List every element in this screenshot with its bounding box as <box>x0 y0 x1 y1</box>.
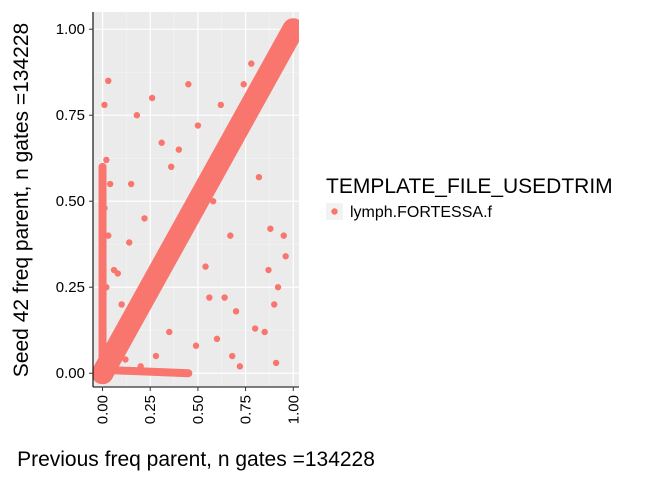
data-point <box>213 335 221 343</box>
data-point <box>105 77 112 85</box>
data-point <box>194 122 202 129</box>
data-point <box>114 270 121 277</box>
x-tick-label: 0.00 <box>95 395 112 424</box>
data-point <box>267 225 274 232</box>
data-point <box>248 60 255 67</box>
y-tick-label: 0.50 <box>56 193 85 210</box>
data-point <box>221 294 228 301</box>
y-tick-label: 0.25 <box>56 279 85 296</box>
data-point <box>192 342 200 349</box>
data-point <box>122 356 129 363</box>
data-point <box>209 198 217 205</box>
y-axis-title: Seed 42 freq parent, n gates =134228 <box>10 23 33 377</box>
axes <box>92 12 299 388</box>
data-point <box>229 352 236 360</box>
legend-entry-label: lymph.FORTESSA.f <box>350 204 493 221</box>
data-point <box>175 146 183 153</box>
legend-key-dot <box>331 208 338 215</box>
data-point <box>118 301 125 308</box>
data-point <box>261 328 268 336</box>
data-point <box>280 232 287 239</box>
data-point <box>232 308 240 315</box>
data-point <box>105 232 112 239</box>
data-point <box>271 301 278 308</box>
data-point <box>148 94 156 102</box>
y-tick-label: 0.00 <box>56 365 85 382</box>
x-tick-label: 0.25 <box>142 395 159 424</box>
legend-title: TEMPLATE_FILE_USEDTRIM <box>326 175 613 198</box>
dense-point-band <box>93 18 299 385</box>
y-tick-label: 0.75 <box>56 107 85 124</box>
y-tick-label: 1.00 <box>56 21 85 38</box>
data-point <box>133 112 141 119</box>
data-point <box>202 263 209 270</box>
data-point <box>274 284 282 291</box>
data-point <box>240 81 247 88</box>
x-tick-label: 0.75 <box>238 395 255 424</box>
data-point <box>126 239 133 246</box>
data-point <box>158 139 165 146</box>
data-points <box>93 18 299 385</box>
data-point <box>127 180 135 188</box>
data-point <box>227 232 234 239</box>
data-point <box>217 101 224 109</box>
data-point <box>166 328 173 336</box>
x-axis-ticks: 0.00 0.25 0.50 0.75 1.00 <box>95 387 302 424</box>
data-point <box>103 156 110 164</box>
y-axis-ticks: 0.00 0.25 0.50 0.75 1.00 <box>56 21 93 382</box>
legend: TEMPLATE_FILE_USEDTRIM lymph.FORTESSA.f <box>326 175 613 221</box>
data-point <box>265 266 272 274</box>
data-point <box>206 294 213 301</box>
x-tick-label: 0.50 <box>190 395 207 424</box>
data-point <box>251 325 259 332</box>
data-point <box>101 101 108 109</box>
data-point <box>106 180 114 188</box>
data-point <box>282 253 289 260</box>
data-point <box>152 352 160 360</box>
data-point <box>168 163 175 171</box>
data-point <box>255 173 263 181</box>
x-axis-title: Previous freq parent, n gates =134228 <box>17 448 375 471</box>
data-point <box>185 81 192 88</box>
x-tick-label: 1.00 <box>285 395 302 424</box>
dense-point-band-bottom <box>98 365 193 378</box>
data-point <box>141 215 148 222</box>
data-point <box>236 363 244 370</box>
data-point <box>272 359 280 367</box>
